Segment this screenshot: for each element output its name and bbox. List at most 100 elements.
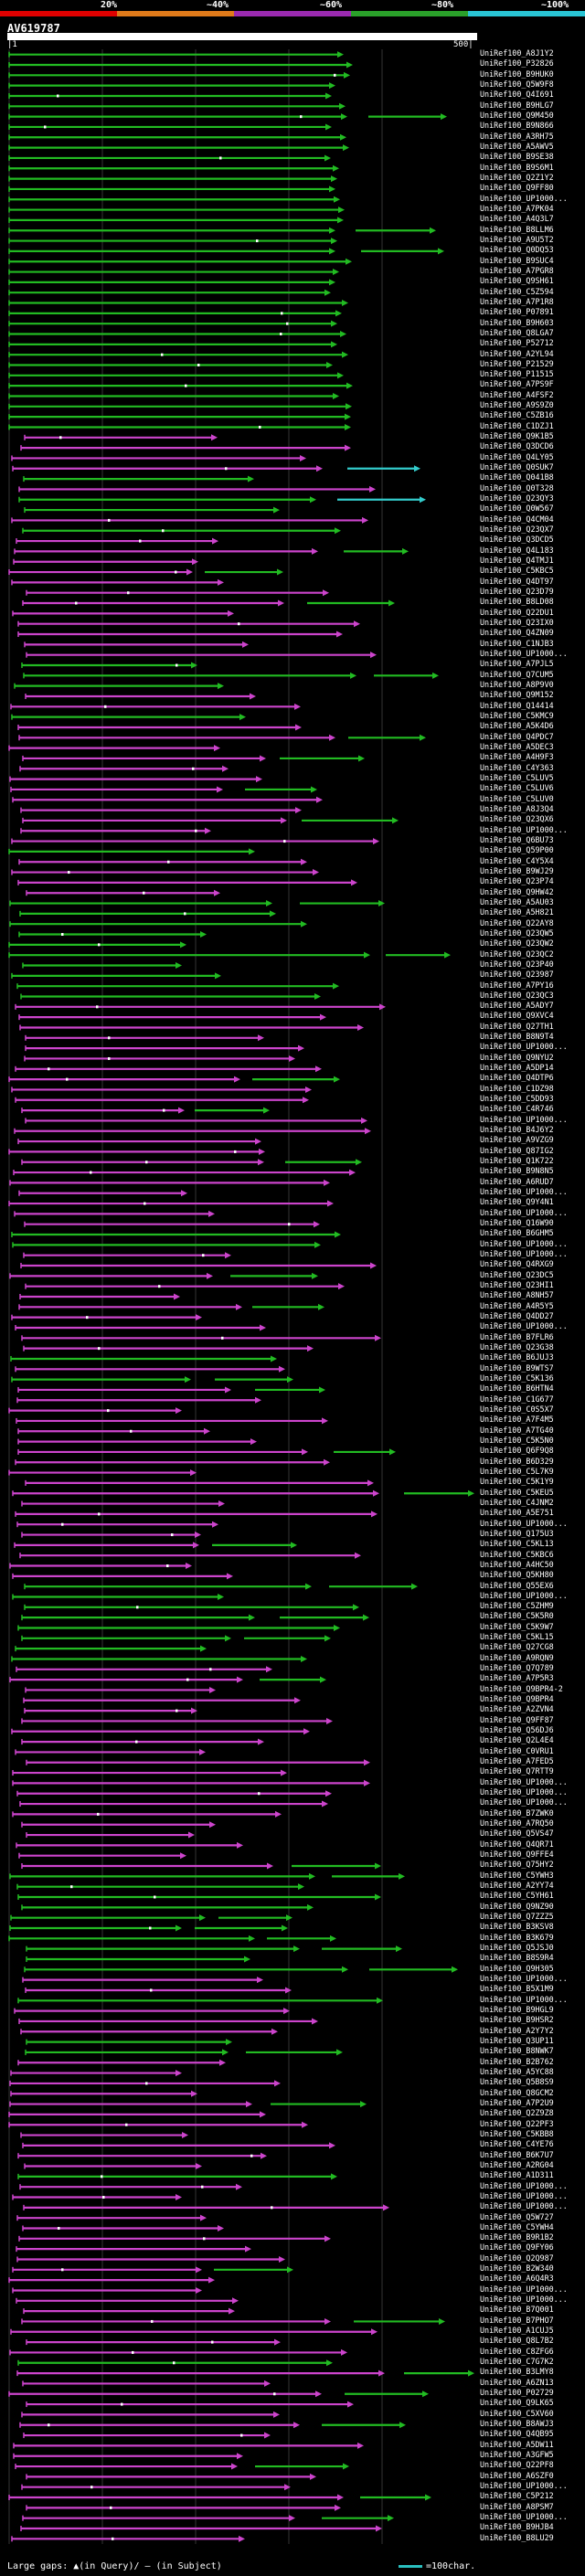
hit-label[interactable]: UniRef100_A9RQN9 xyxy=(480,1653,554,1662)
hit-label[interactable]: UniRef100_A1D311 xyxy=(480,2171,554,2180)
hit-label[interactable]: UniRef100_B9HGL9 xyxy=(480,2005,554,2014)
hit-label[interactable]: UniRef100_B9HJB4 xyxy=(480,2523,554,2532)
hit-label[interactable]: UniRef100_P11515 xyxy=(480,370,554,379)
hit-label[interactable]: UniRef100_Q4ZN09 xyxy=(480,629,554,638)
hit-label[interactable]: UniRef100_C5K1Y9 xyxy=(480,1478,554,1487)
hit-label[interactable]: UniRef100_Q23QX7 xyxy=(480,525,554,535)
hit-label[interactable]: UniRef100_B2W340 xyxy=(480,2264,554,2274)
hit-label[interactable]: UniRef100_C4Y5X4 xyxy=(480,856,554,865)
hit-label[interactable]: UniRef100_A4Q3L7 xyxy=(480,215,554,224)
hit-label[interactable]: UniRef100_UP1000... xyxy=(480,1798,568,1807)
hit-label[interactable]: UniRef100_Q23QC2 xyxy=(480,949,554,959)
hit-label[interactable]: UniRef100_C5DD93 xyxy=(480,1095,554,1104)
hit-label[interactable]: UniRef100_Q2Z9Z8 xyxy=(480,2109,554,2118)
hit-label[interactable]: UniRef100_C5KEU5 xyxy=(480,1488,554,1497)
hit-label[interactable]: UniRef100_Q22AY8 xyxy=(480,918,554,928)
hit-label[interactable]: UniRef100_UP1000... xyxy=(480,194,568,203)
hit-label[interactable]: UniRef100_Q23QY3 xyxy=(480,494,554,504)
hit-label[interactable]: UniRef100_C0VRU1 xyxy=(480,1746,554,1755)
hit-label[interactable]: UniRef100_B8AWJ3 xyxy=(480,2420,554,2429)
hit-label[interactable]: UniRef100_Q23G38 xyxy=(480,1342,554,1352)
hit-label[interactable]: UniRef100_UP1000... xyxy=(480,2295,568,2305)
hit-label[interactable]: UniRef100_Q9LK65 xyxy=(480,2399,554,2408)
hit-label[interactable]: UniRef100_A2YY74 xyxy=(480,1882,554,1891)
hit-label[interactable]: UniRef100_Q23QW5 xyxy=(480,928,554,938)
hit-label[interactable]: UniRef100_UP1000... xyxy=(480,1208,568,1217)
hit-label[interactable]: UniRef100_UP1000... xyxy=(480,1519,568,1528)
hit-label[interactable]: UniRef100_Q4QR71 xyxy=(480,1839,554,1849)
hit-label[interactable]: UniRef100_Q9NZ90 xyxy=(480,1902,554,1911)
hit-label[interactable]: UniRef100_A3RH75 xyxy=(480,132,554,141)
hit-label[interactable]: UniRef100_UP1000... xyxy=(480,1974,568,1983)
hit-label[interactable]: UniRef100_Q23HI1 xyxy=(480,1281,554,1289)
hit-label[interactable]: UniRef100_A4R5Y5 xyxy=(480,1301,554,1310)
hit-label[interactable]: UniRef100_A9VZG9 xyxy=(480,1136,554,1145)
hit-label[interactable]: UniRef100_Q56DJ6 xyxy=(480,1726,554,1735)
hit-label[interactable]: UniRef100_C0S5X7 xyxy=(480,1405,554,1414)
hit-label[interactable]: UniRef100_A2RG04 xyxy=(480,2160,554,2169)
hit-label[interactable]: UniRef100_C5L7K9 xyxy=(480,1467,554,1476)
hit-label[interactable]: UniRef100_C5LUV5 xyxy=(480,773,554,782)
hit-label[interactable]: UniRef100_Q9HW42 xyxy=(480,887,554,896)
hit-label[interactable]: UniRef100_Q55EX6 xyxy=(480,1581,554,1590)
hit-label[interactable]: UniRef100_Q0DQ53 xyxy=(480,246,554,255)
hit-label[interactable]: UniRef100_A7PS9F xyxy=(480,380,554,389)
hit-label[interactable]: UniRef100_Q175U3 xyxy=(480,1529,554,1538)
hit-label[interactable]: UniRef100_C7G7K2 xyxy=(480,2358,554,2367)
hit-label[interactable]: UniRef100_A6SZF0 xyxy=(480,2471,554,2480)
hit-label[interactable]: UniRef100_Q9FF80 xyxy=(480,184,554,193)
hit-label[interactable]: UniRef100_Q16W90 xyxy=(480,1219,554,1228)
hit-label[interactable]: UniRef100_B6GHM5 xyxy=(480,1229,554,1238)
hit-label[interactable]: UniRef100_UP1000... xyxy=(480,2284,568,2294)
hit-label[interactable]: UniRef100_UP1000... xyxy=(480,1115,568,1124)
hit-label[interactable]: UniRef100_C5LUV6 xyxy=(480,784,554,793)
hit-label[interactable]: UniRef100_A5DP14 xyxy=(480,1064,554,1073)
hit-label[interactable]: UniRef100_C5XV60 xyxy=(480,2409,554,2418)
hit-label[interactable]: UniRef100_Q22PF8 xyxy=(480,2461,554,2470)
hit-label[interactable]: UniRef100_B8LU29 xyxy=(480,2533,554,2542)
hit-label[interactable]: UniRef100_Q27TH1 xyxy=(480,1022,554,1031)
hit-label[interactable]: UniRef100_B8N9T4 xyxy=(480,1033,554,1042)
hit-label[interactable]: UniRef100_A5K4D6 xyxy=(480,722,554,731)
hit-label[interactable]: UniRef100_C5KBC5 xyxy=(480,567,554,576)
hit-label[interactable]: UniRef100_Q8GCM2 xyxy=(480,2088,554,2097)
hit-label[interactable]: UniRef100_Q4LY05 xyxy=(480,452,554,461)
hit-label[interactable]: UniRef100_A8J3Q4 xyxy=(480,804,554,813)
hit-label[interactable]: UniRef100_B2B762 xyxy=(480,2057,554,2066)
hit-label[interactable]: UniRef100_B9N866 xyxy=(480,122,554,131)
hit-label[interactable]: UniRef100_Q9BPR4 xyxy=(480,1695,554,1704)
hit-label[interactable]: UniRef100_Q9M450 xyxy=(480,111,554,120)
hit-label[interactable]: UniRef100_B6K7U7 xyxy=(480,2150,554,2159)
hit-label[interactable]: UniRef100_Q9FFE4 xyxy=(480,1850,554,1860)
hit-label[interactable]: UniRef100_Q0W567 xyxy=(480,504,554,514)
hit-label[interactable]: UniRef100_C4R746 xyxy=(480,1105,554,1114)
hit-label[interactable]: UniRef100_UP1000... xyxy=(480,825,568,834)
hit-label[interactable]: UniRef100_Q22DU1 xyxy=(480,608,554,617)
hit-label[interactable]: UniRef100_B8LLM6 xyxy=(480,225,554,234)
hit-label[interactable]: UniRef100_Q2Z1Y2 xyxy=(480,173,554,182)
hit-label[interactable]: UniRef100_Q7CUM5 xyxy=(480,670,554,679)
hit-label[interactable]: UniRef100_UP1000... xyxy=(480,2181,568,2190)
hit-label[interactable]: UniRef100_UP1000... xyxy=(480,1322,568,1331)
hit-label[interactable]: UniRef100_B7PHO7 xyxy=(480,2316,554,2325)
hit-label[interactable]: UniRef100_Q0T328 xyxy=(480,483,554,493)
hit-label[interactable]: UniRef100_Q4PDC7 xyxy=(480,732,554,741)
hit-label[interactable]: UniRef100_A7PJL5 xyxy=(480,660,554,669)
hit-label[interactable]: UniRef100_Q4QB95 xyxy=(480,2430,554,2439)
hit-label[interactable]: UniRef100_Q23P74 xyxy=(480,877,554,886)
hit-label[interactable]: UniRef100_A2ZVN4 xyxy=(480,1705,554,1714)
hit-label[interactable]: UniRef100_A6ZN13 xyxy=(480,2378,554,2387)
hit-label[interactable]: UniRef100_Q4RXG9 xyxy=(480,1260,554,1269)
hit-label[interactable]: UniRef100_B6HTN4 xyxy=(480,1384,554,1394)
hit-label[interactable]: UniRef100_UP1000... xyxy=(480,1777,568,1786)
hit-label[interactable]: UniRef100_UP1000... xyxy=(480,1188,568,1197)
hit-label[interactable]: UniRef100_C1DZJ1 xyxy=(480,421,554,430)
hit-label[interactable]: UniRef100_A3GFW5 xyxy=(480,2451,554,2460)
hit-label[interactable]: UniRef100_B8LD08 xyxy=(480,598,554,607)
hit-label[interactable]: UniRef100_Q87IG2 xyxy=(480,1146,554,1155)
hit-label[interactable]: UniRef100_Q23QC3 xyxy=(480,991,554,1000)
hit-label[interactable]: UniRef100_Q4DTP6 xyxy=(480,1074,554,1083)
hit-label[interactable]: UniRef100_B9WJ29 xyxy=(480,866,554,875)
hit-label[interactable]: UniRef100_Q9XVC4 xyxy=(480,1012,554,1021)
hit-label[interactable]: UniRef100_Q4DD27 xyxy=(480,1311,554,1320)
